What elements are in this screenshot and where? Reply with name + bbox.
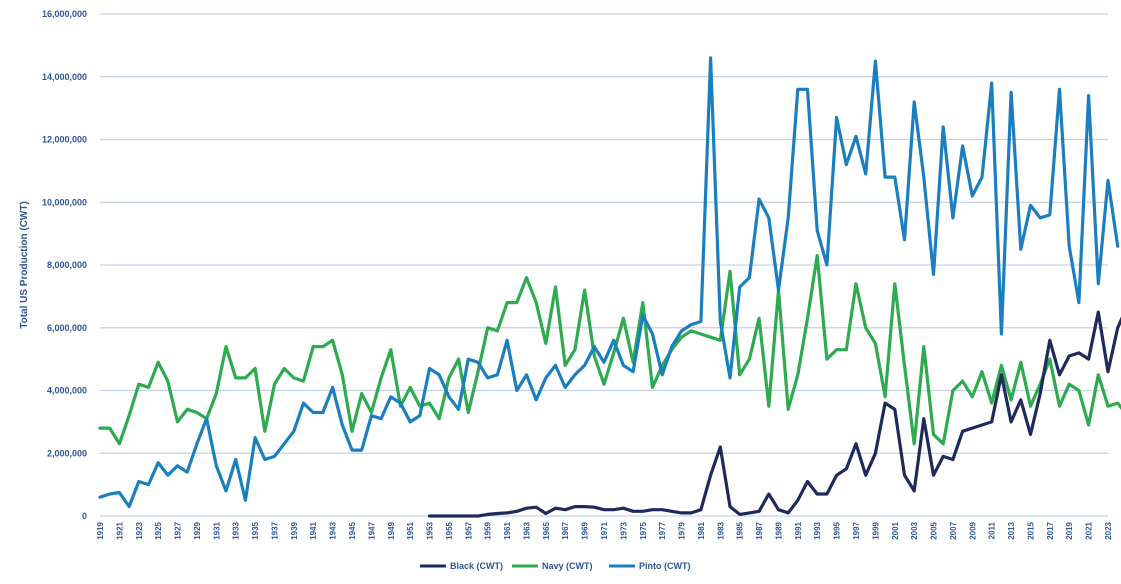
- y-tick-label: 2,000,000: [47, 448, 87, 458]
- x-tick-label: 1961: [503, 521, 512, 539]
- x-tick-label: 1999: [871, 521, 880, 539]
- x-tick-label: 1919: [96, 521, 105, 539]
- x-tick-label: 1959: [484, 521, 493, 539]
- x-tick-label: 1973: [619, 521, 628, 539]
- x-tick-label: 1969: [581, 521, 590, 539]
- x-tick-label: 1957: [464, 521, 473, 539]
- x-tick-label: 1993: [813, 521, 822, 539]
- x-tick-label: 2019: [1065, 521, 1074, 539]
- x-tick-label: 2001: [891, 521, 900, 539]
- x-tick-label: 1983: [716, 521, 725, 539]
- y-tick-label: 10,000,000: [42, 197, 87, 207]
- y-tick-label: 14,000,000: [42, 72, 87, 82]
- y-tick-label: 8,000,000: [47, 260, 87, 270]
- x-tick-label: 2009: [968, 521, 977, 539]
- x-tick-label: 1965: [542, 521, 551, 539]
- x-tick-label: 1981: [697, 521, 706, 539]
- x-tick-label: 1967: [561, 521, 570, 539]
- legend-label-pinto: Pinto (CWT): [639, 561, 690, 571]
- x-axis-tick-labels: 1919 1921 1923 1925 1927 1929 1931 1933 1935 1937…: [96, 521, 1113, 539]
- series-line-navy: [98, 254, 1121, 446]
- legend-label-navy: Navy (CWT): [542, 561, 593, 571]
- x-tick-label: 2005: [930, 521, 939, 539]
- x-tick-label: 1955: [445, 521, 454, 539]
- x-tick-label: 2007: [949, 521, 958, 539]
- x-tick-label: 1935: [251, 521, 260, 539]
- x-tick-label: 1943: [329, 521, 338, 539]
- x-tick-label: 1929: [193, 521, 202, 539]
- y-tick-label: 6,000,000: [47, 323, 87, 333]
- x-tick-label: 1941: [309, 521, 318, 539]
- x-tick-label: 1945: [348, 521, 357, 539]
- legend-label-black: Black (CWT): [450, 561, 503, 571]
- x-tick-label: 1989: [774, 521, 783, 539]
- x-tick-label: 2023: [1104, 521, 1113, 539]
- y-axis-tick-labels: 0 2,000,000 4,000,000 6,000,000 8,000,000 10,…: [42, 9, 87, 521]
- x-tick-label: 1923: [135, 521, 144, 539]
- x-tick-label: 1925: [154, 521, 163, 539]
- y-tick-label: 0: [82, 511, 87, 521]
- x-tick-label: 1949: [387, 521, 396, 539]
- x-tick-label: 1975: [639, 521, 648, 539]
- series-line-black: [427, 310, 1121, 518]
- x-tick-label: 1997: [852, 521, 861, 539]
- x-tick-label: 2017: [1046, 521, 1055, 539]
- gridlines: [100, 13, 1108, 517]
- x-tick-label: 2013: [1007, 521, 1016, 539]
- x-tick-label: 1971: [600, 521, 609, 539]
- x-tick-label: 1987: [755, 521, 764, 539]
- x-tick-label: 1977: [658, 521, 667, 539]
- x-tick-label: 2021: [1085, 521, 1094, 539]
- x-tick-label: 1927: [174, 521, 183, 539]
- x-tick-label: 1953: [426, 521, 435, 539]
- y-tick-label: 4,000,000: [47, 386, 87, 396]
- x-tick-label: 1937: [270, 521, 279, 539]
- legend: Black (CWT) Navy (CWT) Pinto (CWT): [420, 561, 690, 571]
- x-tick-label: 1951: [406, 521, 415, 539]
- series-line-pinto: [98, 56, 1120, 509]
- y-axis-title: Total US Production (CWT): [19, 201, 30, 329]
- x-tick-label: 2003: [910, 521, 919, 539]
- y-tick-label: 12,000,000: [42, 135, 87, 145]
- x-tick-label: 1963: [522, 521, 531, 539]
- x-tick-label: 1947: [367, 521, 376, 539]
- x-tick-label: 2011: [988, 521, 997, 539]
- series-lines: [98, 56, 1121, 518]
- x-tick-label: 2015: [1026, 521, 1035, 539]
- x-tick-label: 1991: [794, 521, 803, 539]
- x-tick-label: 1985: [736, 521, 745, 539]
- x-tick-label: 1931: [212, 521, 221, 539]
- x-tick-label: 1995: [833, 521, 842, 539]
- y-tick-label: 16,000,000: [42, 9, 87, 19]
- x-tick-label: 1979: [678, 521, 687, 539]
- x-tick-label: 1939: [290, 521, 299, 539]
- x-tick-label: 1921: [115, 521, 124, 539]
- x-tick-label: 1933: [232, 521, 241, 539]
